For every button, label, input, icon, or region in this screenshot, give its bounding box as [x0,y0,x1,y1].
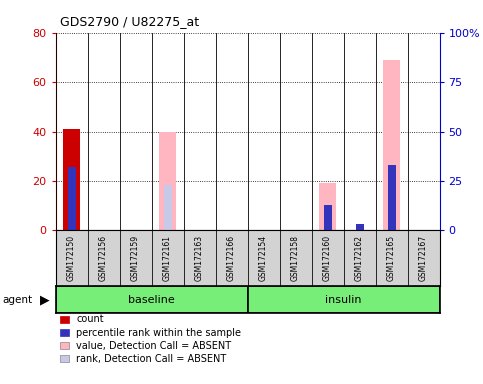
Text: GSM172163: GSM172163 [195,235,204,281]
Bar [215,230,248,286]
Bar [355,225,364,230]
Text: GSM172154: GSM172154 [259,235,268,281]
Bar [248,286,440,313]
Bar [152,230,184,286]
Bar [312,230,343,286]
Bar [120,230,152,286]
Text: GSM172162: GSM172162 [355,235,364,281]
Bar [248,230,280,286]
Bar [164,185,171,230]
Bar [376,230,408,286]
Bar [408,230,440,286]
Text: GSM172159: GSM172159 [131,235,140,281]
Bar [343,230,376,286]
Bar [387,165,396,230]
Text: GDS2790 / U82275_at: GDS2790 / U82275_at [60,15,199,28]
Bar [355,225,364,230]
Bar [324,205,331,230]
Text: insulin: insulin [325,295,362,305]
Text: GSM172158: GSM172158 [291,235,300,281]
Bar [87,230,120,286]
Bar [280,230,312,286]
Bar [383,60,400,230]
Text: ▶: ▶ [40,294,49,307]
Bar [63,129,80,230]
Text: GSM172160: GSM172160 [323,235,332,281]
Bar [56,286,248,313]
Bar [387,165,396,230]
Text: GSM172161: GSM172161 [163,235,172,281]
Text: GSM172150: GSM172150 [67,235,76,281]
Text: GSM172165: GSM172165 [387,235,396,281]
Text: count: count [76,314,104,324]
Text: GSM172166: GSM172166 [227,235,236,281]
Text: baseline: baseline [128,295,175,305]
Text: rank, Detection Call = ABSENT: rank, Detection Call = ABSENT [76,354,227,364]
Bar [159,131,176,230]
Bar [68,167,75,230]
Text: value, Detection Call = ABSENT: value, Detection Call = ABSENT [76,341,231,351]
Bar [56,230,87,286]
Bar [319,184,336,230]
Bar [184,230,215,286]
Text: percentile rank within the sample: percentile rank within the sample [76,328,242,338]
Text: agent: agent [2,295,32,305]
Bar [324,205,331,230]
Text: GSM172167: GSM172167 [419,235,428,281]
Text: GSM172156: GSM172156 [99,235,108,281]
